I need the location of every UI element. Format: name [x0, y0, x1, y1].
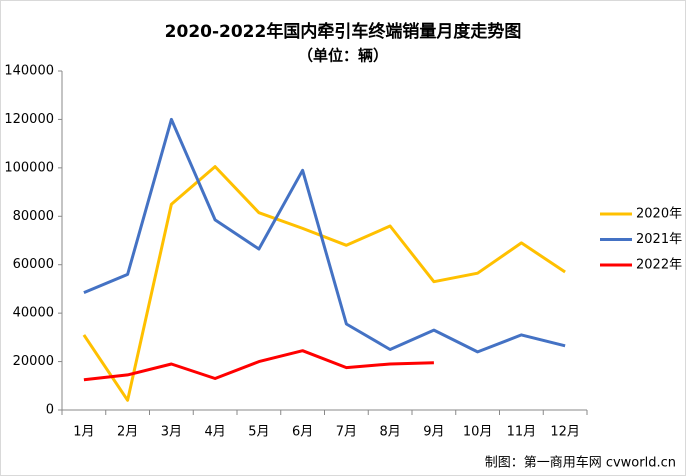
chart-subtitle: （单位：辆） [298, 47, 388, 65]
x-tick-label: 11月 [507, 425, 537, 440]
x-tick-label: 7月 [336, 425, 357, 440]
x-tick-label: 5月 [248, 425, 269, 440]
x-tick-label: 3月 [161, 425, 182, 440]
x-tick-label: 1月 [73, 425, 94, 440]
y-tick-label: 120000 [4, 112, 54, 127]
series-line [82, 165, 566, 402]
y-tick-label: 40000 [13, 306, 54, 321]
legend-label: 2021年 [636, 232, 682, 247]
x-tick-label: 2月 [117, 425, 138, 440]
x-tick-label: 9月 [423, 425, 444, 440]
y-tick-label: 100000 [4, 160, 54, 175]
chart-title: 2020-2022年国内牵引车终端销量月度走势图 [165, 21, 522, 42]
legend-label: 2022年 [636, 258, 682, 273]
x-tick-label: 4月 [204, 425, 225, 440]
y-tick-label: 140000 [4, 64, 54, 79]
x-tick-label: 6月 [292, 425, 313, 440]
series-line [83, 117, 566, 354]
y-tick-label: 60000 [13, 257, 54, 272]
legend-label: 2020年 [636, 207, 682, 222]
x-tick-label: 8月 [379, 425, 400, 440]
x-tick-label: 10月 [463, 425, 493, 440]
source-note: 制图：第一商用车网 cvworld.cn [485, 455, 676, 471]
y-tick-label: 0 [46, 403, 54, 418]
y-tick-label: 20000 [13, 354, 54, 369]
series-line [83, 349, 434, 382]
x-tick-label: 12月 [550, 425, 580, 440]
y-tick-label: 80000 [13, 209, 54, 224]
